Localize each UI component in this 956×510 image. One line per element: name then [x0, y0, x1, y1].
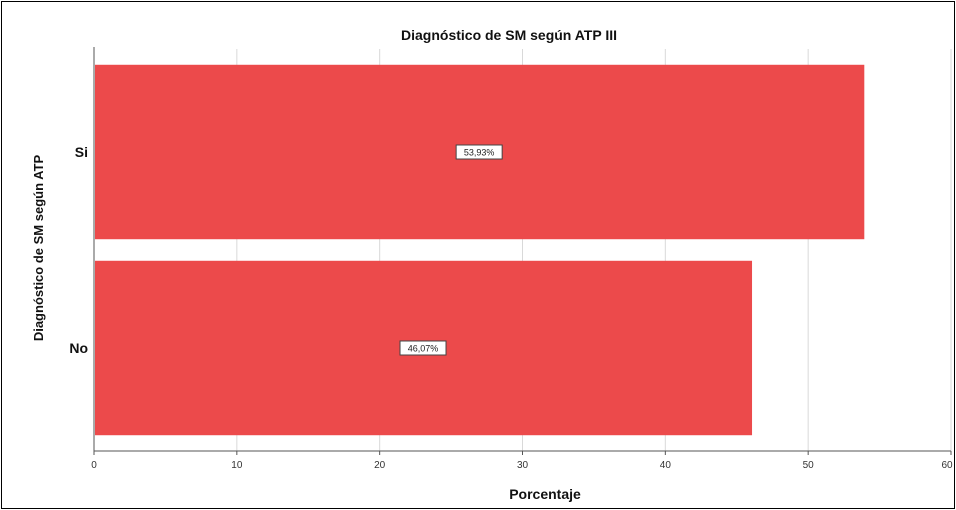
x-tick-label-10: 10: [231, 460, 243, 471]
x-tick-label-0: 0: [91, 460, 97, 471]
x-tick-label-20: 20: [374, 460, 386, 471]
axes: Si No 0 10 20 30 40 50 60: [69, 47, 953, 471]
data-label-text: 46,07%: [408, 344, 439, 354]
x-axis-label: Porcentaje: [509, 486, 581, 502]
bars: [95, 64, 865, 436]
data-labels: 53,93% 46,07%: [399, 144, 503, 356]
data-label-text: 53,93%: [464, 148, 495, 158]
chart-title: Diagnóstico de SM según ATP III: [401, 27, 617, 43]
y-axis-label: Diagnóstico de SM según ATP: [31, 155, 46, 342]
data-label-si: 53,93%: [455, 144, 503, 160]
x-tick-label-60: 60: [941, 460, 953, 471]
x-tick-label-30: 30: [517, 460, 529, 471]
x-tick-label-50: 50: [803, 460, 815, 471]
data-label-box: [455, 144, 503, 160]
category-label-si: Si: [75, 144, 88, 160]
category-label-no: No: [69, 340, 88, 356]
x-tick-label-40: 40: [660, 460, 672, 471]
data-label-box: [399, 340, 447, 356]
data-label-no: 46,07%: [399, 340, 447, 356]
